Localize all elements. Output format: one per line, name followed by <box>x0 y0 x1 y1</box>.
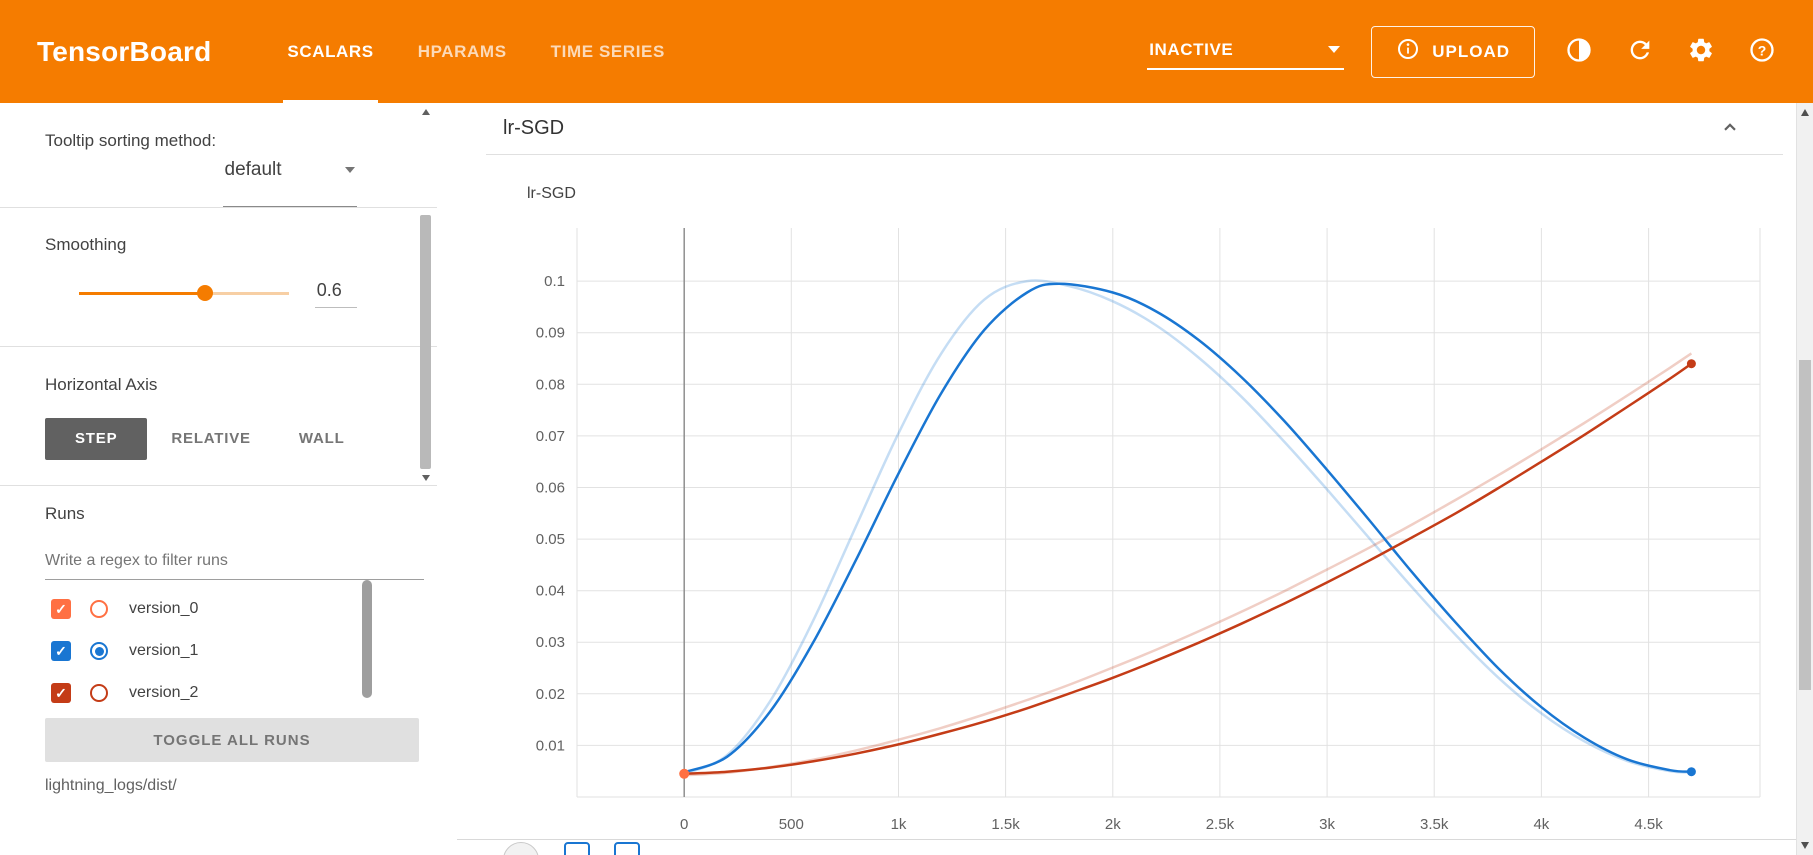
smoothing-section: Smoothing 0.6 <box>0 208 437 347</box>
svg-text:0.01: 0.01 <box>536 737 565 754</box>
tooltip-sorting-section: Tooltip sorting method: default <box>0 103 437 208</box>
chevron-down-icon <box>1328 46 1341 53</box>
run-radio[interactable] <box>90 642 108 660</box>
svg-text:0.08: 0.08 <box>536 376 565 393</box>
upload-button[interactable]: UPLOAD <box>1371 25 1535 78</box>
main-tabs: SCALARS HPARAMS TIME SERIES <box>283 0 705 103</box>
tensorboard-logo: TensorBoard <box>37 35 212 67</box>
settings-scrollbar[interactable] <box>419 107 433 483</box>
slider-thumb[interactable] <box>196 284 213 301</box>
axis-relative-button[interactable]: RELATIVE <box>147 418 274 460</box>
svg-text:3.5k: 3.5k <box>1420 816 1449 833</box>
runs-scrollbar-thumb[interactable] <box>362 580 372 698</box>
dark-mode-toggle-button[interactable] <box>1562 35 1596 69</box>
run-row-version-1[interactable]: version_1 <box>0 630 437 672</box>
scroll-up-icon[interactable] <box>1801 109 1809 116</box>
chevron-down-icon <box>345 167 355 173</box>
run-label: version_1 <box>129 642 199 659</box>
scalar-card-header: lr-SGD <box>486 103 1783 155</box>
run-label: version_0 <box>129 600 199 617</box>
horizontal-axis-section: Horizontal Axis STEP RELATIVE WALL <box>0 347 437 460</box>
chart-fullsize-button[interactable] <box>564 842 590 855</box>
runs-section: Runs version_0 version_1 version_2 <box>0 485 437 795</box>
refresh-icon <box>1626 36 1654 67</box>
run-radio[interactable] <box>90 600 108 618</box>
chart-pin-button[interactable] <box>614 842 640 855</box>
app-header: TensorBoard SCALARS HPARAMS TIME SERIES … <box>0 0 1813 103</box>
horizontal-axis-label: Horizontal Axis <box>45 375 158 394</box>
svg-text:0.03: 0.03 <box>536 634 565 651</box>
toggle-all-runs-button[interactable]: TOGGLE ALL RUNS <box>45 718 419 762</box>
tooltip-sorting-select[interactable]: default <box>222 137 357 207</box>
run-label: version_2 <box>129 684 199 701</box>
card-bottom-border <box>457 839 1796 840</box>
svg-text:0.06: 0.06 <box>536 480 565 497</box>
svg-text:1.5k: 1.5k <box>991 816 1020 833</box>
status-dropdown[interactable]: INACTIVE <box>1147 34 1345 70</box>
chart-title: lr-SGD <box>527 185 576 202</box>
svg-text:1k: 1k <box>891 816 907 833</box>
scroll-up-icon[interactable] <box>422 109 430 115</box>
svg-text:0.09: 0.09 <box>536 325 565 342</box>
svg-text:0: 0 <box>680 816 688 833</box>
chart-toolbar <box>437 842 1796 855</box>
svg-text:?: ? <box>1758 42 1767 58</box>
run-checkbox[interactable] <box>51 683 71 703</box>
scrollbar-thumb[interactable] <box>420 215 431 469</box>
radio-dot <box>94 646 104 656</box>
scrollbar-thumb[interactable] <box>1799 360 1811 690</box>
run-checkbox[interactable] <box>51 641 71 661</box>
run-row-version-0[interactable]: version_0 <box>0 588 437 630</box>
tab-scalars[interactable]: SCALARS <box>283 0 379 103</box>
scroll-down-icon[interactable] <box>1801 842 1809 849</box>
svg-text:0.05: 0.05 <box>536 531 565 548</box>
log-directory-label: lightning_logs/dist/ <box>45 777 177 794</box>
svg-text:2.5k: 2.5k <box>1206 816 1235 833</box>
slider-fill <box>79 291 205 295</box>
page-scrollbar[interactable] <box>1796 103 1813 855</box>
axis-step-button[interactable]: STEP <box>45 417 148 460</box>
main-content: lr-SGD lr-SGD 0.01 0.02 0.03 0.04 0.05 0.06 0.… <box>437 103 1796 855</box>
run-row-version-2[interactable]: version_2 <box>0 672 437 714</box>
tab-time-series[interactable]: TIME SERIES <box>550 41 665 61</box>
tab-hparams[interactable]: HPARAMS <box>417 41 507 61</box>
svg-text:4k: 4k <box>1533 816 1549 833</box>
svg-text:0.04: 0.04 <box>536 583 565 600</box>
header-actions: INACTIVE UPLOAD ? <box>1147 25 1813 78</box>
chevron-up-icon <box>1717 114 1743 143</box>
info-icon <box>1396 37 1420 66</box>
run-checkbox[interactable] <box>51 599 71 619</box>
smoothing-value-input[interactable]: 0.6 <box>314 278 357 308</box>
svg-text:2k: 2k <box>1105 816 1121 833</box>
settings-sidebar: Tooltip sorting method: default Smoothin… <box>0 103 437 855</box>
tooltip-sorting-label: Tooltip sorting method: <box>45 131 217 150</box>
axis-wall-button[interactable]: WALL <box>275 418 369 460</box>
refresh-button[interactable] <box>1623 35 1657 69</box>
svg-text:0.1: 0.1 <box>544 273 565 290</box>
card-title: lr-SGD <box>503 117 565 139</box>
chart-action-button[interactable] <box>503 842 539 855</box>
settings-button[interactable] <box>1684 35 1718 69</box>
run-radio[interactable] <box>90 684 108 702</box>
help-button[interactable]: ? <box>1745 35 1779 69</box>
svg-text:500: 500 <box>779 816 804 833</box>
help-icon: ? <box>1748 36 1776 67</box>
brightness-icon <box>1565 36 1593 67</box>
scroll-down-icon[interactable] <box>422 475 430 481</box>
svg-text:4.5k: 4.5k <box>1634 816 1663 833</box>
sidebar-settings-scroll: Tooltip sorting method: default Smoothin… <box>0 103 437 485</box>
runs-title: Runs <box>45 504 85 523</box>
svg-text:3k: 3k <box>1319 816 1335 833</box>
smoothing-slider[interactable] <box>79 284 289 301</box>
svg-text:0.07: 0.07 <box>536 428 565 445</box>
runs-list: version_0 version_1 version_2 <box>0 580 437 714</box>
collapse-card-button[interactable] <box>1717 114 1743 143</box>
smoothing-label: Smoothing <box>45 235 127 254</box>
scalar-line-chart[interactable]: 0.01 0.02 0.03 0.04 0.05 0.06 0.07 0.08 0.09 0.1 0… <box>465 210 1785 838</box>
gear-icon <box>1687 36 1715 67</box>
svg-text:0.02: 0.02 <box>536 686 565 703</box>
runs-filter-input[interactable] <box>45 546 424 580</box>
